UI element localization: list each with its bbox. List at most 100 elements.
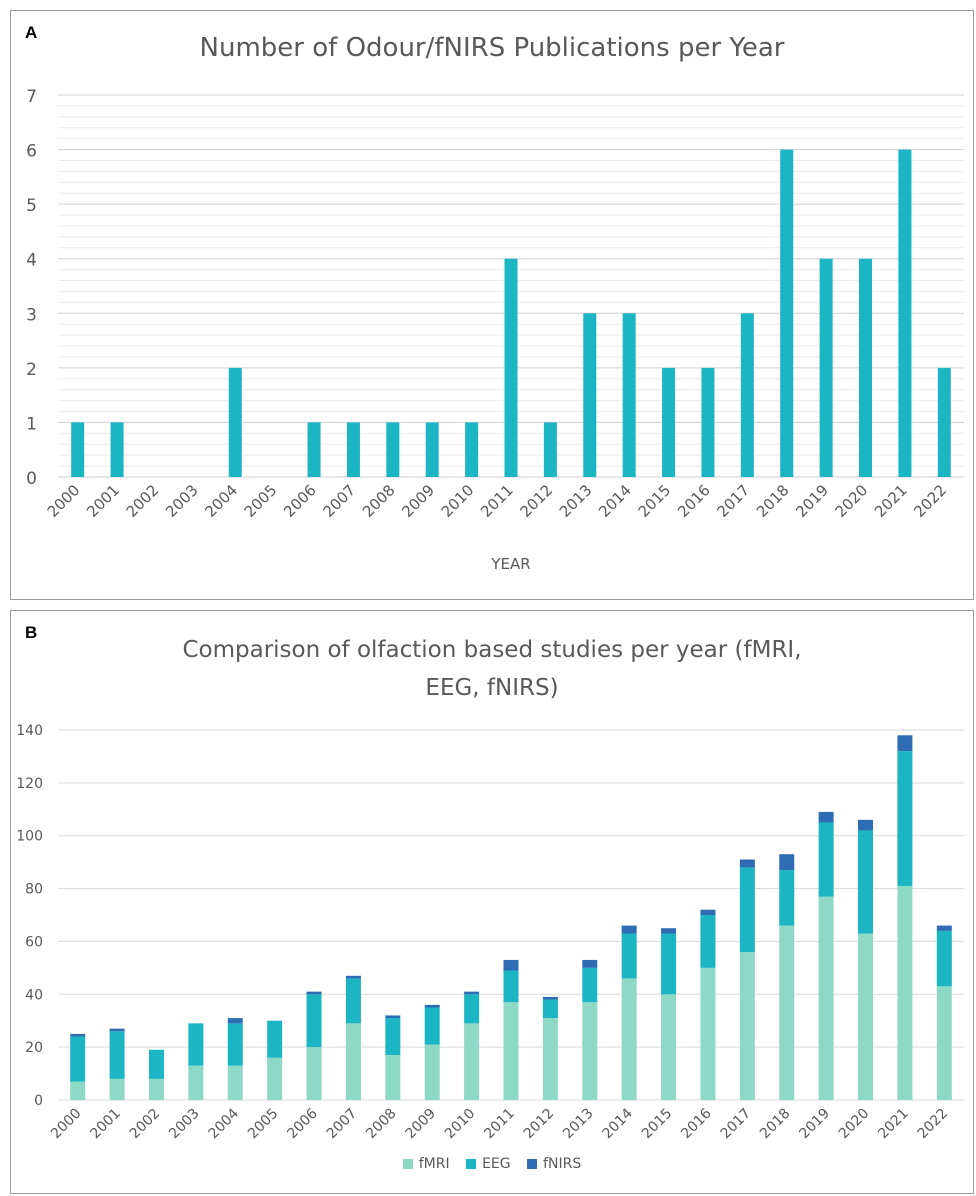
x-tick-label: 2009 (398, 481, 438, 521)
x-tick-label: 2021 (875, 1106, 912, 1143)
chart-a-title: Number of Odour/fNIRS Publications per Y… (199, 33, 785, 63)
bar-segment-eeg (661, 933, 677, 995)
y-tick-label: 0 (34, 1093, 43, 1109)
bar-segment-fmri (109, 1078, 125, 1100)
bar (307, 422, 321, 477)
bar (386, 422, 400, 477)
x-tick-label: 2016 (674, 481, 714, 521)
bar (859, 258, 873, 477)
y-tick-label: 2 (26, 360, 37, 380)
bar-segment-fmri (70, 1081, 86, 1100)
legend-item-fmri: fMRI (402, 1156, 450, 1172)
x-tick-label: 2006 (280, 481, 320, 521)
legend-swatch-eeg (466, 1159, 477, 1169)
y-tick-label: 100 (16, 829, 43, 845)
bar-segment-fmri (306, 1047, 322, 1100)
x-tick-label: 2020 (836, 1106, 873, 1143)
x-tick-label: 2009 (403, 1106, 440, 1143)
bar-segment-fmri (424, 1044, 440, 1100)
x-tick-label: 2001 (83, 481, 123, 521)
bar (662, 367, 676, 477)
bar-segment-fmri (345, 1023, 361, 1100)
x-tick-label: 2004 (201, 481, 241, 521)
bar-segment-eeg (897, 751, 913, 886)
bar-segment-eeg (424, 1007, 440, 1045)
y-tick-label: 20 (25, 1040, 43, 1056)
x-tick-label: 2014 (595, 481, 635, 521)
bar-segment-eeg (385, 1018, 401, 1056)
x-axis-title: YEAR (490, 555, 530, 573)
panel-b-letter: B (25, 623, 38, 642)
y-tick-label: 40 (25, 987, 43, 1003)
bar-segment-fnirs (779, 854, 795, 871)
bar-segment-fmri (858, 933, 874, 1100)
x-tick-label: 2018 (753, 481, 793, 521)
bar (937, 367, 951, 477)
x-tick-label: 2022 (915, 1106, 952, 1143)
x-tick-label: 2002 (123, 481, 163, 521)
legend-label-fnirs: fNIRS (543, 1156, 582, 1172)
x-tick-label: 2011 (477, 481, 517, 521)
bar (740, 313, 754, 477)
bar-segment-eeg (267, 1020, 283, 1058)
x-tick-label: 2003 (162, 481, 202, 521)
x-tick-label: 2010 (438, 481, 478, 521)
legend-item-fnirs: fNIRS (527, 1156, 581, 1172)
x-tick-label: 2012 (516, 481, 556, 521)
bar-segment-eeg (345, 978, 361, 1024)
panel-a: A Number of Odour/fNIRS Publications per… (10, 10, 974, 600)
bar-segment-fmri (897, 885, 913, 1100)
bar-segment-fnirs (542, 996, 558, 1000)
bar (504, 258, 518, 477)
x-tick-label: 2002 (127, 1106, 164, 1143)
bar-segment-eeg (936, 930, 952, 987)
x-tick-label: 2003 (166, 1106, 203, 1143)
x-tick-label: 2015 (639, 1106, 676, 1143)
chart-b-title: Comparison of olfaction based studies pe… (182, 637, 802, 701)
bar-segment-eeg (818, 822, 834, 897)
chart-a-plot: 0 1 2 3 4 5 6 7 2000 2001 2002 2003 2004 2005 2006 2007… (26, 87, 964, 573)
bar-segment-eeg (779, 870, 795, 926)
x-tick-label: 2004 (206, 1105, 243, 1142)
bar-segment-fmri (188, 1065, 204, 1100)
bar-segment-fmri (779, 925, 795, 1100)
bar-segment-fnirs (385, 1015, 401, 1019)
x-tick-label: 2022 (910, 481, 950, 521)
x-tick-label: 2016 (678, 1105, 715, 1142)
bar (465, 422, 479, 477)
x-tick-label: 2008 (359, 481, 399, 521)
bar-segment-fmri (936, 986, 952, 1100)
bar (701, 367, 715, 477)
bar-segment-eeg (464, 994, 480, 1024)
bar-segment-fnirs (858, 819, 874, 831)
x-tick-label: 2014 (599, 1105, 636, 1142)
bar-segment-eeg (148, 1049, 164, 1079)
y-tick-label: 60 (25, 934, 43, 950)
bar-segment-eeg (227, 1023, 243, 1066)
bar-segment-eeg (109, 1031, 125, 1079)
x-tick-label: 2005 (241, 481, 281, 521)
x-tick-label: 2017 (713, 481, 753, 521)
bar-segment-fnirs (936, 925, 952, 931)
y-tick-label: 5 (26, 196, 37, 216)
x-tick-label: 2005 (245, 1106, 282, 1143)
y-tick-label: 140 (16, 723, 43, 739)
bar (819, 258, 833, 477)
bar-segment-fmri (148, 1078, 164, 1100)
y-tick-label: 6 (26, 142, 37, 162)
bar-segment-fnirs (621, 925, 637, 934)
x-tick-label: 2001 (87, 1106, 124, 1143)
bar-segment-fmri (385, 1055, 401, 1100)
bar-segment-fmri (621, 978, 637, 1100)
x-tick-label: 2006 (284, 1105, 321, 1142)
x-tick-label: 2021 (871, 481, 911, 521)
bar-segment-fmri (661, 994, 677, 1100)
bar (110, 422, 124, 477)
y-tick-label: 120 (16, 776, 43, 792)
bar (425, 422, 439, 477)
x-tick-label: 2019 (792, 481, 832, 521)
bar-segment-eeg (582, 967, 598, 1003)
bar-segment-fnirs (306, 991, 322, 995)
x-tick-label: 2007 (320, 481, 360, 521)
